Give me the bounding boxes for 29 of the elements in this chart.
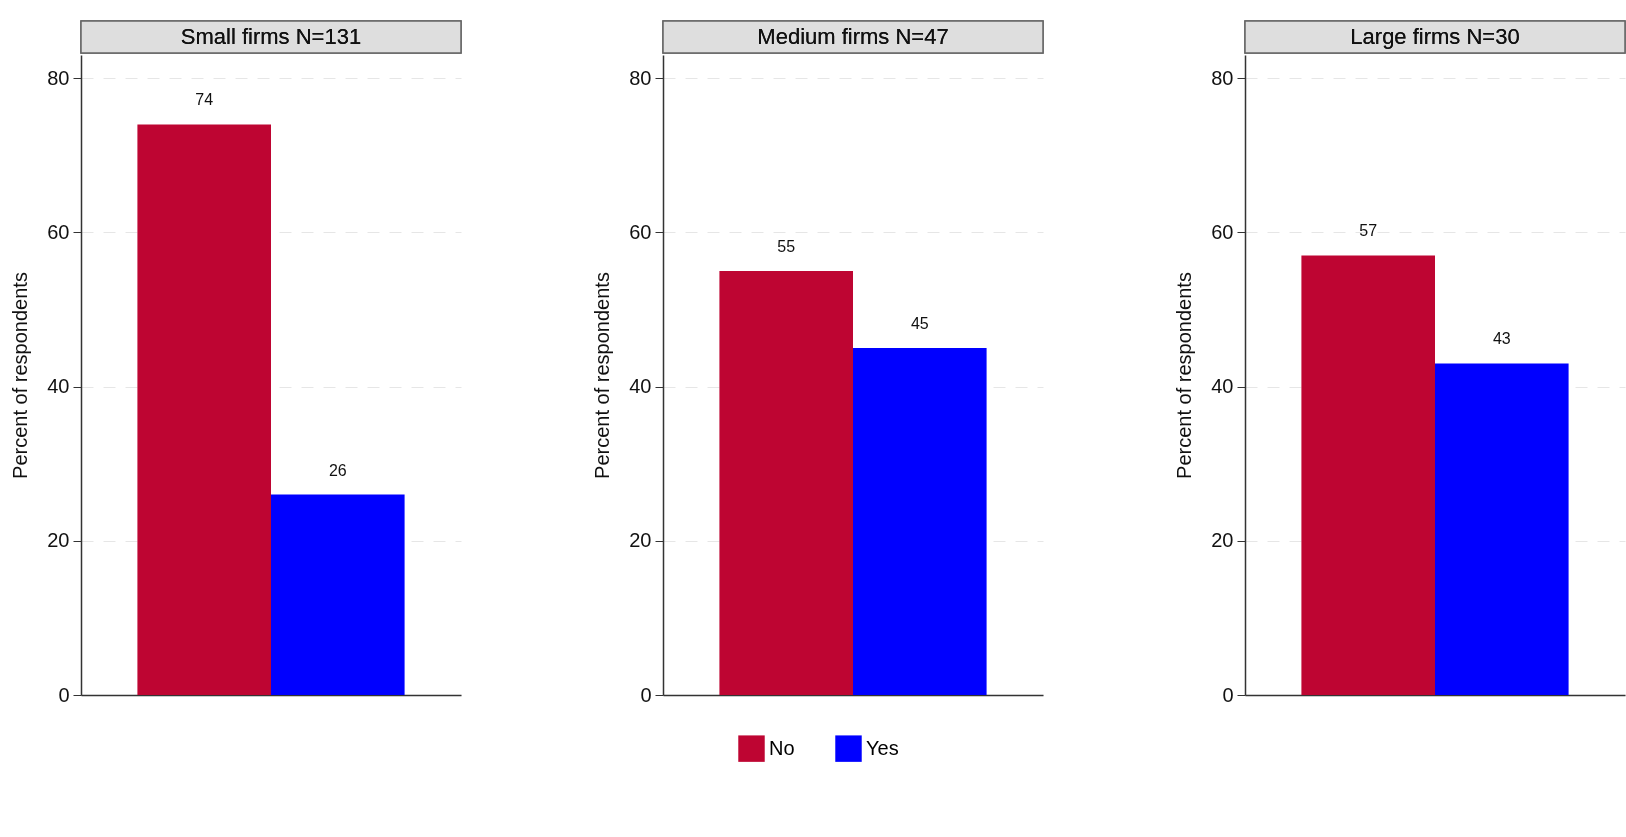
data-label: 43	[1492, 330, 1511, 348]
data-label: 26	[328, 461, 347, 479]
legend-label: No	[769, 736, 795, 759]
y-tick-label: 60	[47, 220, 70, 243]
data-label: 57	[1359, 222, 1378, 240]
y-tick-label: 80	[47, 66, 70, 89]
y-tick-label: 80	[1211, 66, 1234, 89]
y-tick-label: 40	[629, 375, 652, 398]
y-axis-title: Percent of respondents	[9, 272, 32, 479]
y-tick-label: 20	[629, 529, 652, 552]
y-axis-title: Percent of respondents	[591, 272, 614, 479]
y-tick-label: 80	[629, 66, 652, 89]
chart-title: Medium firms N=47	[757, 24, 949, 49]
legend-label: Yes	[866, 736, 899, 759]
chart-title: Large firms N=30	[1350, 24, 1520, 49]
y-tick-label: 0	[640, 683, 652, 706]
data-label: 55	[777, 237, 796, 255]
y-axis-title: Percent of respondents	[1173, 272, 1196, 479]
y-tick-label: 20	[1211, 529, 1234, 552]
y-tick-label: 60	[629, 220, 652, 243]
data-label: 74	[195, 91, 214, 109]
y-tick-label: 0	[1222, 683, 1234, 706]
y-tick-label: 40	[1211, 375, 1234, 398]
y-tick-label: 60	[1211, 220, 1234, 243]
y-tick-label: 20	[47, 529, 70, 552]
y-tick-label: 0	[58, 683, 70, 706]
y-tick-label: 40	[47, 375, 70, 398]
data-label: 45	[910, 315, 929, 333]
chart-title: Small firms N=131	[180, 24, 362, 49]
